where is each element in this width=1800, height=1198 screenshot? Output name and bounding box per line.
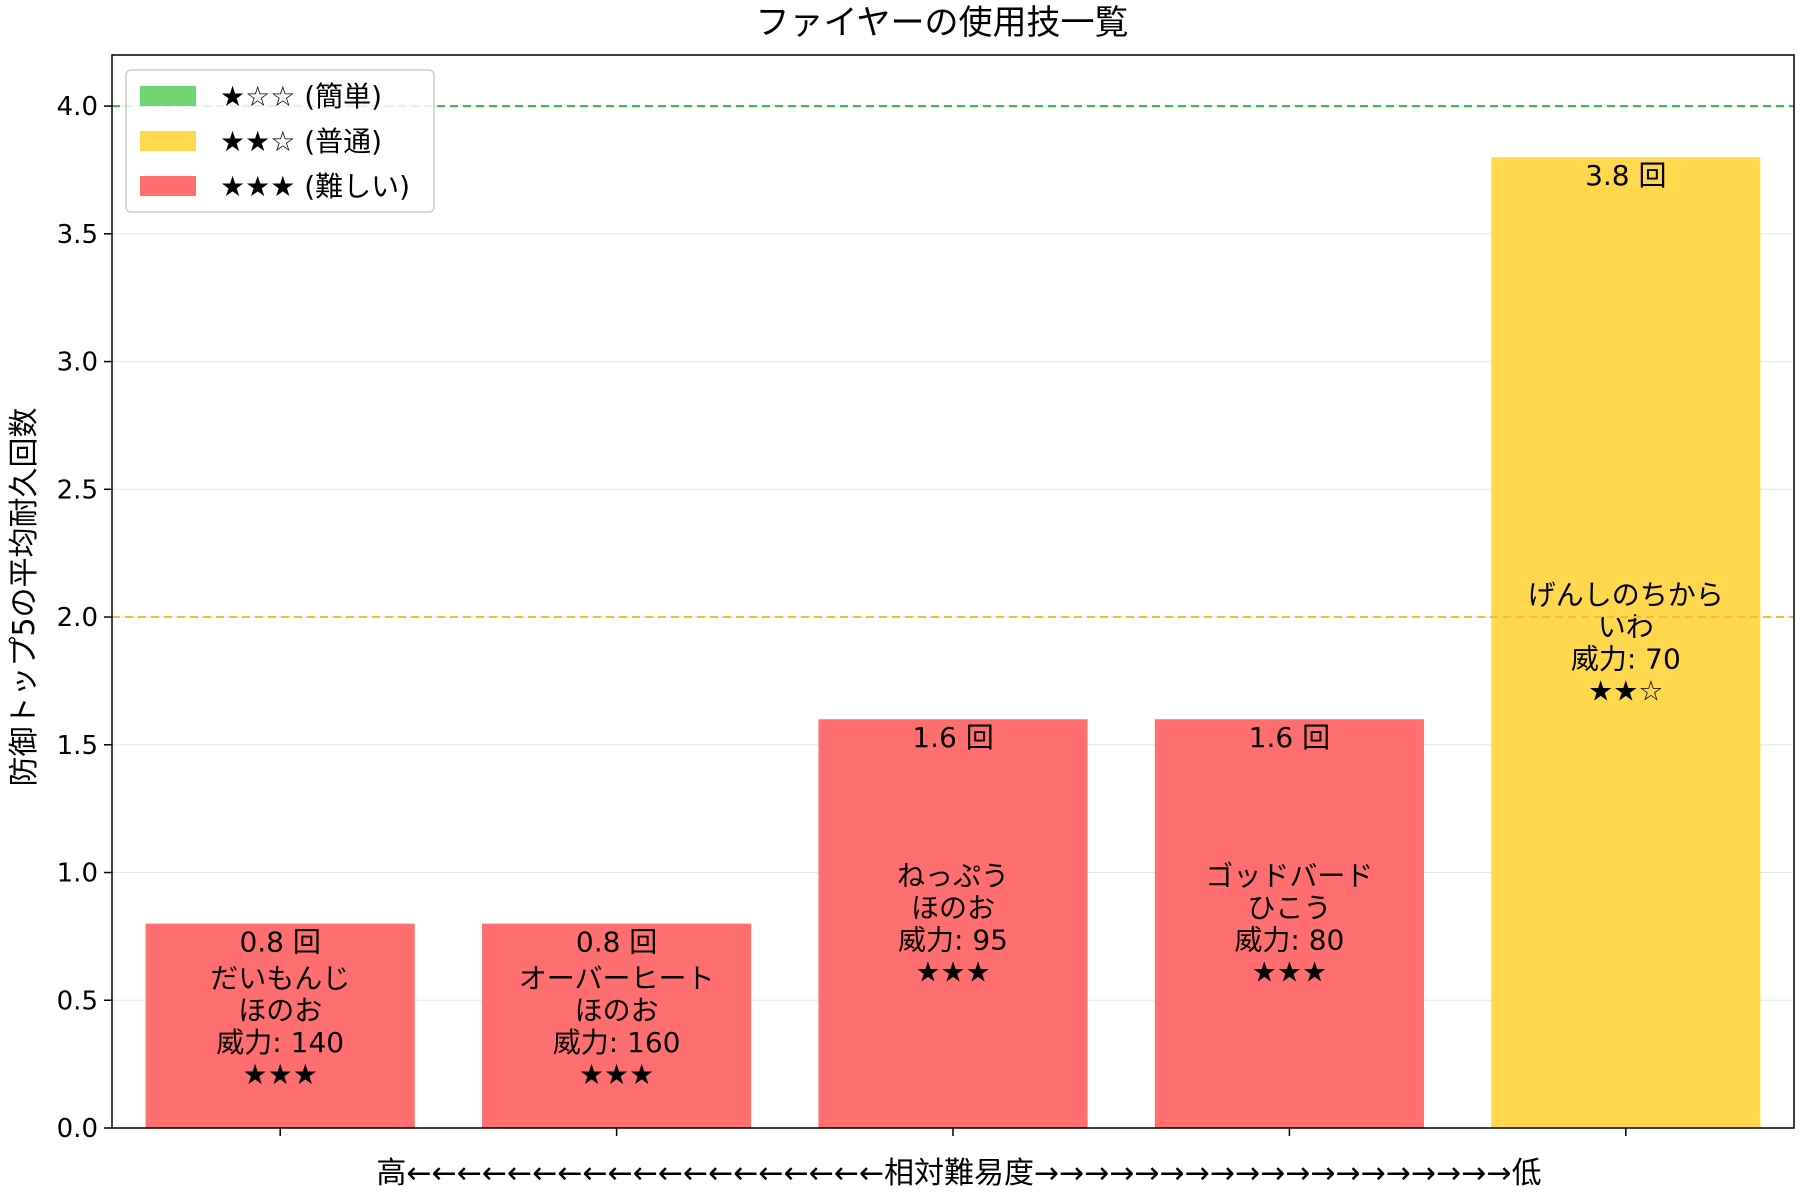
bar-type-label: ほのお xyxy=(575,994,659,1027)
bar-value-label: 1.6 回 xyxy=(912,721,993,754)
bar-power-label: 威力: 70 xyxy=(1571,643,1681,676)
legend-box xyxy=(125,69,435,213)
bar-power-label: 威力: 160 xyxy=(553,1026,681,1059)
bar-move-label: ゴッドバード xyxy=(1205,860,1373,893)
bar-type-label: ほのお xyxy=(911,892,995,925)
plot-frame xyxy=(111,54,1795,1129)
bar xyxy=(482,923,752,1128)
bar-move-label: ねっぷう xyxy=(897,860,1009,893)
legend-swatch xyxy=(140,176,196,196)
x-axis-label: 高←←←←←←←←←←←←←←←←←←←相対難易度→→→→→→→→→→→→→→→… xyxy=(376,1156,1541,1191)
y-tick-label: 4.0 xyxy=(57,92,98,122)
bar-stars-label: ★★★ xyxy=(579,1058,654,1091)
y-tick-label: 2.0 xyxy=(57,603,98,633)
bar-value-label: 1.6 回 xyxy=(1249,721,1330,754)
bar-type-label: ほのお xyxy=(238,994,322,1027)
bar-power-label: 威力: 80 xyxy=(1234,924,1344,957)
bar-value-label: 3.8 回 xyxy=(1585,159,1666,192)
legend-swatch xyxy=(140,131,196,151)
bar-type-label: いわ xyxy=(1598,611,1654,644)
bar-power-label: 威力: 140 xyxy=(216,1026,344,1059)
plot-area: 0.00.51.01.52.02.53.03.54.00.8 回だいもんじほのお… xyxy=(57,54,1795,1144)
bar-move-label: げんしのちから xyxy=(1528,579,1724,612)
y-tick-label: 3.5 xyxy=(57,220,98,250)
bar xyxy=(145,923,415,1128)
bar xyxy=(818,719,1088,1128)
y-tick-label: 1.5 xyxy=(57,731,98,761)
bar-value-label: 0.8 回 xyxy=(576,926,657,959)
bar-type-label: ひこう xyxy=(1247,892,1331,925)
y-tick-label: 0.5 xyxy=(57,986,98,1016)
bar-stars-label: ★★★ xyxy=(243,1058,318,1091)
y-tick-label: 0.0 xyxy=(57,1114,98,1144)
legend-label: ★☆☆ (簡単) xyxy=(220,80,382,113)
bar-stars-label: ★★★ xyxy=(915,956,990,989)
y-axis-label: 防御トップ5の平均耐久回数 xyxy=(7,407,42,786)
bar xyxy=(1491,157,1761,1128)
bar-power-label: 威力: 95 xyxy=(898,924,1008,957)
y-tick-label: 1.0 xyxy=(57,859,98,889)
bar-move-label: だいもんじ xyxy=(210,962,350,995)
legend-label: ★★★ (難しい) xyxy=(220,170,410,203)
chart-title: ファイヤーの使用技一覧 xyxy=(756,3,1129,43)
bar-move-label: オーバーヒート xyxy=(519,962,715,995)
y-tick-label: 2.5 xyxy=(57,475,98,505)
bar-stars-label: ★★☆ xyxy=(1588,675,1663,708)
legend-swatch xyxy=(140,86,196,106)
bar xyxy=(1154,719,1424,1128)
legend: ★☆☆ (簡単) ★★☆ (普通) ★★★ (難しい) xyxy=(125,69,435,213)
y-tick-label: 3.0 xyxy=(57,348,98,378)
bar-stars-label: ★★★ xyxy=(1252,956,1327,989)
legend-label: ★★☆ (普通) xyxy=(220,125,382,158)
bar-value-label: 0.8 回 xyxy=(239,926,320,959)
